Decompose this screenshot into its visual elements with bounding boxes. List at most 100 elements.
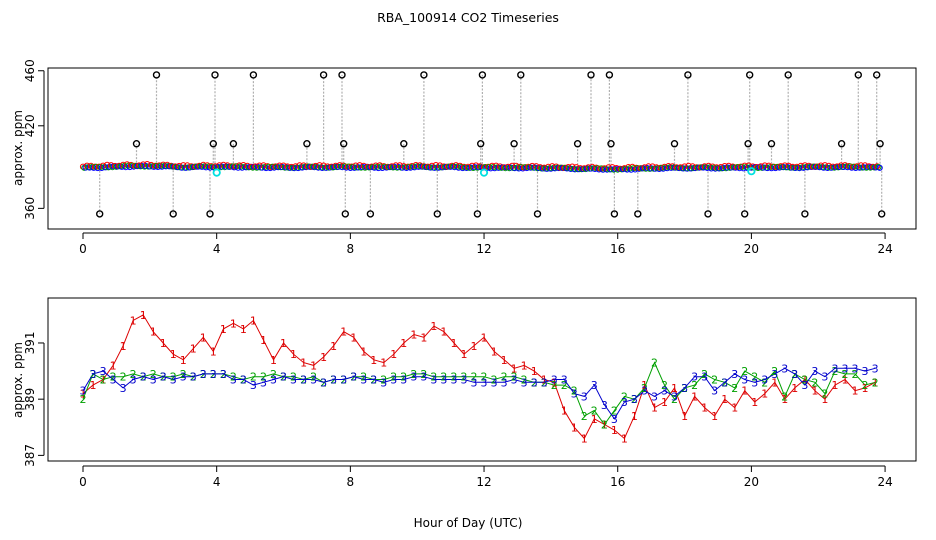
series-1-glyph: 1 — [410, 329, 417, 342]
series-1-glyph: 1 — [811, 385, 818, 398]
series-3-glyph: 3 — [130, 374, 137, 387]
series-1-glyph: 1 — [842, 374, 849, 387]
top-plot-frame — [47, 67, 917, 230]
series-2-glyph: 2 — [551, 379, 558, 392]
series-3-glyph: 3 — [852, 362, 859, 375]
series-3-glyph: 3 — [651, 390, 658, 403]
series-2-glyph: 2 — [561, 379, 568, 392]
series-1-glyph: 1 — [691, 390, 698, 403]
bottom-y-axis-label: approx. ppm — [11, 342, 25, 418]
outlier-point — [477, 139, 485, 148]
series-3-point — [194, 163, 202, 170]
series-3-glyph: 3 — [220, 368, 227, 381]
series-2-glyph: 2 — [150, 368, 157, 381]
series-1-glyph: 1 — [260, 334, 267, 347]
series-1-glyph: 1 — [471, 340, 478, 353]
series-2-glyph: 2 — [751, 371, 758, 384]
series-3-glyph: 3 — [461, 374, 468, 387]
series-1-glyph: 1 — [430, 320, 437, 333]
series-1-glyph: 1 — [821, 393, 828, 406]
series-2-glyph: 2 — [791, 368, 798, 381]
series-1-glyph: 1 — [771, 376, 778, 389]
series-3-glyph: 3 — [400, 374, 407, 387]
outlier-point — [303, 139, 311, 148]
outlier-point — [433, 210, 441, 218]
series-2-glyph: 2 — [511, 371, 518, 384]
series-2-glyph: 2 — [220, 368, 227, 381]
top-spike-lines — [99, 74, 883, 214]
outlier-point — [473, 210, 482, 218]
outlier-point — [854, 71, 862, 79]
outlier-point — [95, 210, 104, 218]
series-1-glyph: 1 — [130, 315, 137, 328]
series-3-glyph: 3 — [611, 413, 618, 426]
series-3-point — [271, 164, 278, 171]
series-1-glyph: 1 — [711, 410, 718, 423]
series-2-glyph: 2 — [801, 374, 808, 387]
series-3-point — [255, 164, 262, 171]
outlier-point — [634, 210, 642, 218]
series-2-glyph: 2 — [832, 365, 839, 378]
bottom-plot-frame — [47, 297, 917, 462]
outlier-point — [229, 139, 238, 148]
series-1-glyph: 1 — [230, 317, 237, 330]
series-1-glyph: 1 — [210, 345, 217, 358]
series-1-glyph: 1 — [751, 396, 758, 409]
series-3-glyph: 3 — [120, 382, 127, 395]
series-2-glyph: 2 — [420, 368, 427, 381]
outlier-point — [704, 210, 712, 218]
series-1-glyph: 1 — [170, 348, 177, 361]
series-1-glyph: 1 — [370, 354, 377, 367]
series-2-glyph: 2 — [471, 371, 478, 384]
series-3-point — [291, 165, 298, 172]
series-2-glyph: 2 — [390, 371, 397, 384]
series-3-point — [700, 164, 707, 171]
series-1-glyph: 1 — [400, 337, 407, 350]
calibration-point — [747, 167, 756, 176]
series-1-glyph: 1 — [190, 343, 197, 356]
series-3-point — [275, 164, 282, 171]
series-1-glyph: 1 — [461, 348, 468, 361]
x-tick-label: 16 — [610, 242, 625, 256]
series-2-glyph: 2 — [711, 374, 718, 387]
series-3-point — [583, 165, 591, 172]
series-2-glyph: 2 — [170, 371, 177, 384]
series-1-glyph: 1 — [681, 410, 688, 423]
series-1-glyph: 1 — [90, 379, 97, 392]
series-3-point — [331, 163, 338, 170]
series-2-glyph: 2 — [280, 371, 287, 384]
series-1-glyph: 1 — [832, 379, 839, 392]
series-3-glyph: 3 — [541, 376, 548, 389]
series-1-glyph: 1 — [300, 357, 307, 370]
series-1-point — [360, 162, 367, 169]
top-panel: approx. ppm 0 4 8 12 16 20 24 360 420 460 — [11, 59, 917, 256]
series-2-glyph: 2 — [330, 374, 337, 387]
x-tick-label: 0 — [79, 475, 87, 489]
series-3-glyph: 3 — [290, 374, 297, 387]
series-3-point — [816, 164, 823, 171]
calibration-point — [479, 168, 489, 177]
series-3-point — [876, 164, 883, 171]
series-3-glyph: 3 — [681, 382, 688, 395]
series-1-glyph: 1 — [180, 354, 187, 367]
series-1-glyph: 1 — [280, 337, 287, 350]
x-axis-label: Hour of Day (UTC) — [414, 516, 523, 530]
series-1-glyph: 1 — [781, 393, 788, 406]
x-tick-label: 0 — [79, 242, 87, 256]
series-1-glyph: 1 — [451, 337, 458, 350]
series-2-glyph: 2 — [621, 390, 628, 403]
series-3-point — [644, 165, 651, 172]
series-2-glyph: 2 — [821, 388, 828, 401]
series-1-glyph: 1 — [360, 345, 367, 358]
series-2-glyph: 2 — [380, 374, 387, 387]
outlier-point — [338, 71, 346, 79]
calibration-point — [212, 168, 221, 177]
outlier-point — [209, 139, 218, 148]
chart-title: RBA_100914 CO2 Timeseries — [377, 10, 559, 25]
series-3-glyph: 3 — [771, 368, 778, 381]
series-1-glyph: 1 — [631, 410, 638, 423]
series-3-glyph: 3 — [90, 368, 97, 381]
series-2-glyph: 2 — [120, 371, 127, 384]
series-2-glyph: 2 — [671, 393, 678, 406]
